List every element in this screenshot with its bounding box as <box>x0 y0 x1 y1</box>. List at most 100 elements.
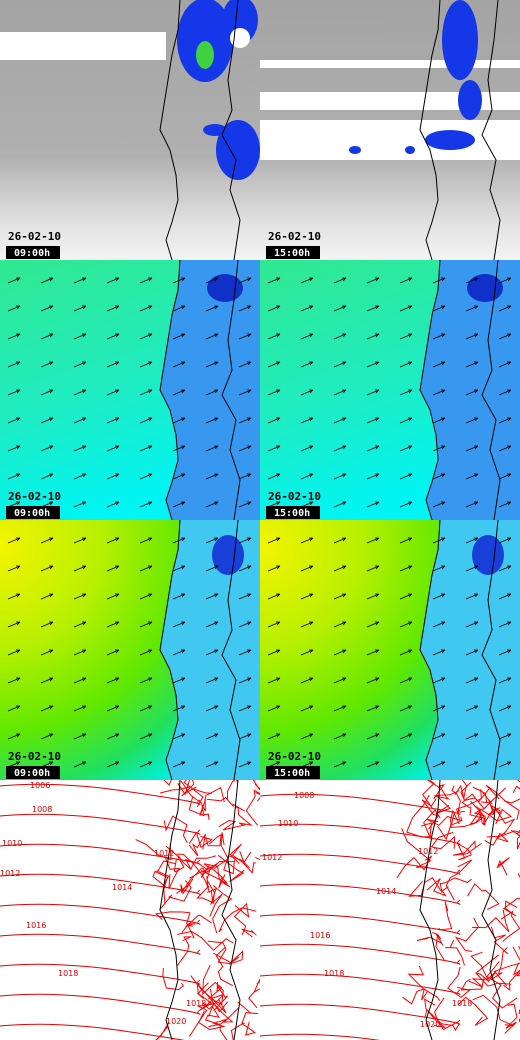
isobar-land <box>180 780 205 817</box>
isobar-land <box>200 870 228 889</box>
isobar-land <box>495 808 516 835</box>
isobar-land <box>188 1003 215 1037</box>
missing-data <box>260 92 520 110</box>
wind-arrow <box>172 761 186 768</box>
wind-arrow <box>238 501 252 508</box>
wind-arrow <box>465 649 479 656</box>
wind-arrow <box>498 705 512 712</box>
isobar-land <box>230 1021 256 1040</box>
wind-arrow <box>432 333 446 340</box>
wind-arrow <box>7 677 21 684</box>
wind-arrow <box>300 705 314 712</box>
wind-low <box>207 274 243 302</box>
wind-arrow <box>333 593 347 600</box>
wind-arrow <box>106 333 120 340</box>
wind-arrow <box>238 473 252 480</box>
wind-arrow <box>73 445 87 452</box>
wind-arrow <box>238 705 252 712</box>
isobar-land <box>457 996 489 1026</box>
wind-arrow <box>139 417 153 424</box>
isobar-land <box>438 901 453 931</box>
wind-arrow <box>498 761 512 768</box>
wind-arrow <box>7 333 21 340</box>
time-box <box>6 246 60 259</box>
wind-arrow <box>106 649 120 656</box>
wind-arrow <box>465 361 479 368</box>
wind-arrow <box>465 537 479 544</box>
wind-arrow <box>267 277 281 284</box>
panel-body <box>0 520 260 780</box>
wind-arrow <box>498 445 512 452</box>
date-label: 26-02-10 <box>8 750 61 763</box>
wind-arrow <box>267 565 281 572</box>
wind-arrow <box>139 677 153 684</box>
wind-arrow <box>73 705 87 712</box>
wind-arrow <box>366 677 380 684</box>
precip-core <box>196 41 214 69</box>
wind-arrow <box>205 501 219 508</box>
wind-arrow <box>106 761 120 768</box>
wind-arrow <box>333 501 347 508</box>
wind-arrow <box>7 649 21 656</box>
wind-arrow <box>172 733 186 740</box>
date-label: 26-02-10 <box>268 230 321 243</box>
wind-arrow <box>432 677 446 684</box>
contour-label: 1012 <box>418 847 438 856</box>
wind-arrow <box>300 621 314 628</box>
wind-arrow <box>333 537 347 544</box>
date-label: 26-02-10 <box>8 230 61 243</box>
wind-arrow <box>106 537 120 544</box>
isobar-land <box>177 930 234 951</box>
contour-label: 1018 <box>58 969 78 978</box>
wind-arrow <box>139 593 153 600</box>
wind-arrow <box>238 761 252 768</box>
isobar-land <box>504 1003 518 1034</box>
wind-arrow <box>106 445 120 452</box>
isobar <box>260 973 461 995</box>
wind-arrow <box>333 621 347 628</box>
wind-arrow <box>238 361 252 368</box>
wind-arrow <box>172 473 186 480</box>
border <box>221 780 241 1040</box>
coastline <box>159 0 181 260</box>
wind-arrow <box>267 361 281 368</box>
wind-arrow <box>267 677 281 684</box>
contour-label: 1010 <box>2 839 22 848</box>
wind-arrow <box>172 565 186 572</box>
wind-arrow <box>7 445 21 452</box>
wind-arrow <box>366 649 380 656</box>
wind-arrow <box>333 565 347 572</box>
contour-label: 1018 <box>324 969 344 978</box>
wind-arrow <box>172 705 186 712</box>
wind-arrow <box>300 537 314 544</box>
wind-arrow <box>432 417 446 424</box>
isobar-land <box>155 860 176 884</box>
isobar-land <box>406 795 432 838</box>
wind-arrow <box>399 565 413 572</box>
time-box <box>266 246 320 259</box>
isobar-land <box>454 917 480 952</box>
isobar-land <box>186 923 196 939</box>
wind-arrow <box>205 677 219 684</box>
isobar <box>0 993 201 1015</box>
wind-arrow <box>73 649 87 656</box>
precip <box>216 120 260 180</box>
wind-arrow <box>73 417 87 424</box>
wind-arrow <box>172 649 186 656</box>
wind-arrow <box>465 761 479 768</box>
panel-body <box>260 260 520 520</box>
wind-arrow <box>300 361 314 368</box>
wind-arrow <box>106 677 120 684</box>
wind-arrow <box>205 277 219 284</box>
wind-arrow <box>139 501 153 508</box>
time-label: 15:00h <box>274 248 310 259</box>
map-panel: 26-02-10 09:00h <box>0 520 260 780</box>
wind-arrow <box>7 565 21 572</box>
wind-arrow <box>40 733 54 740</box>
wind-arrow <box>40 677 54 684</box>
isobar-land <box>217 854 245 883</box>
contour-label: 1008 <box>294 791 314 800</box>
wind-arrow <box>73 565 87 572</box>
wind-arrow <box>205 733 219 740</box>
wind-arrow <box>432 361 446 368</box>
